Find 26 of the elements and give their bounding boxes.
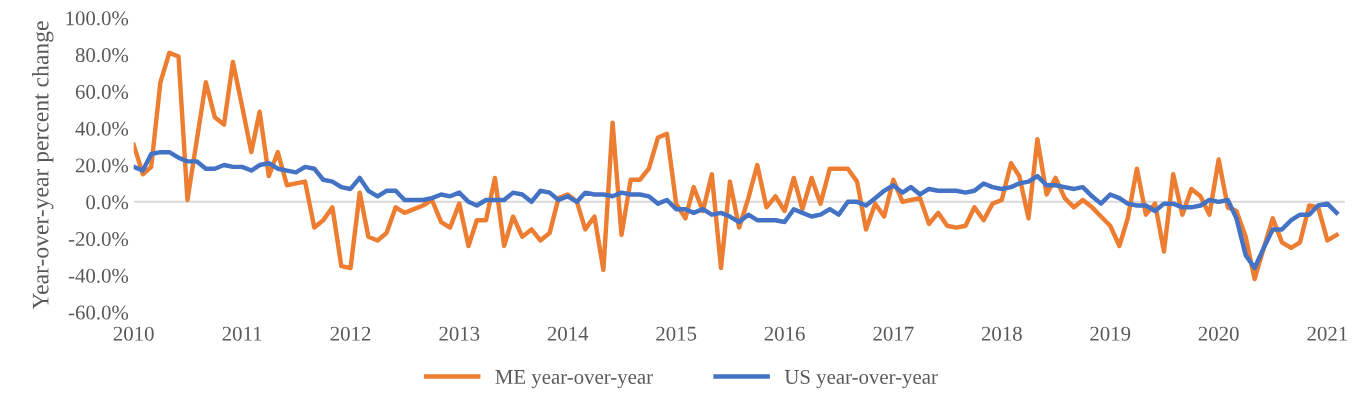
x-tick-label: 2018 xyxy=(981,326,1022,341)
x-tick-label: 2017 xyxy=(873,326,914,341)
y-tick-label: 100.0% xyxy=(66,11,129,26)
y-tick-label: 0.0% xyxy=(86,195,129,210)
y-tick-label: -40.0% xyxy=(68,268,129,283)
y-tick-label: 80.0% xyxy=(75,48,129,63)
y-tick-label: 40.0% xyxy=(75,121,129,136)
x-tick-label: 2012 xyxy=(330,326,371,341)
legend-label: ME year-over-year xyxy=(495,370,653,389)
x-tick-label: 2013 xyxy=(439,326,480,341)
y-tick-label: 60.0% xyxy=(75,84,129,99)
y-tick-label: -60.0% xyxy=(68,305,129,320)
x-tick-label: 2015 xyxy=(656,326,697,341)
x-tick-label: 2020 xyxy=(1198,326,1239,341)
x-tick-label: 2016 xyxy=(764,326,805,341)
x-tick-label: 2010 xyxy=(113,326,154,341)
x-tick-label: 2021 xyxy=(1307,326,1347,341)
y-axis-title: Year-over-year percent change xyxy=(31,21,54,310)
y-tick-label: -20.0% xyxy=(68,231,129,247)
legend-label: US year-over-year xyxy=(784,369,938,389)
x-tick-label: 2014 xyxy=(547,326,589,341)
x-tick-label: 2011 xyxy=(222,326,262,341)
line-series xyxy=(133,50,1339,282)
x-tick-label: 2019 xyxy=(1090,326,1131,341)
line-series xyxy=(133,149,1339,271)
y-tick-label: 20.0% xyxy=(75,158,129,173)
